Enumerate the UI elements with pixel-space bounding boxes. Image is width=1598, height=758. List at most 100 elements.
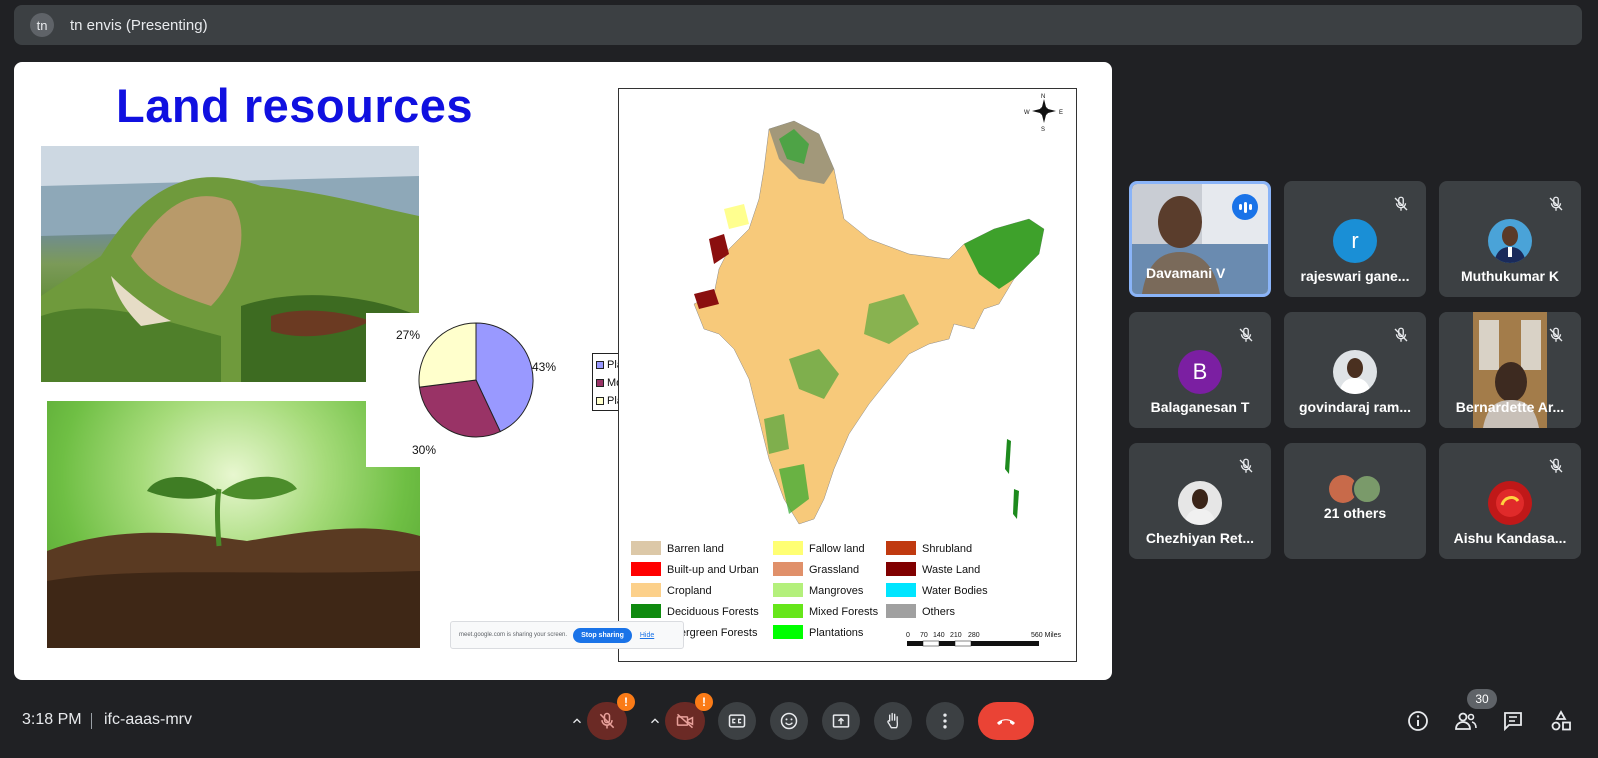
map-legend-swatch bbox=[631, 583, 661, 597]
chat-button[interactable] bbox=[1500, 708, 1526, 734]
hide-notice-link[interactable]: Hide bbox=[639, 631, 655, 639]
participant-name: Muthukumar K bbox=[1461, 268, 1559, 284]
participant-name: govindaraj ram... bbox=[1298, 399, 1412, 415]
participant-name: Davamani V bbox=[1146, 265, 1226, 281]
more-vert-icon bbox=[943, 713, 947, 729]
activities-icon bbox=[1551, 710, 1571, 731]
legend-swatch bbox=[596, 361, 604, 369]
map-legend-label: Mangroves bbox=[809, 585, 864, 597]
pie-slice-plain bbox=[475, 322, 534, 433]
map-legend-label: Deciduous Forests bbox=[667, 606, 759, 618]
map-legend-label: Others bbox=[922, 606, 956, 618]
participant-name: Aishu Kandasa... bbox=[1453, 530, 1567, 546]
microphone-button[interactable]: ! bbox=[587, 693, 635, 740]
meeting-details-button[interactable] bbox=[1405, 708, 1431, 734]
mic-off-icon bbox=[1239, 327, 1253, 342]
participant-tile-bernardette[interactable]: Bernardette Ar... bbox=[1439, 312, 1581, 428]
mic-off-icon bbox=[1549, 196, 1563, 211]
map-legend-swatch bbox=[631, 562, 661, 576]
camera-button[interactable]: ! bbox=[665, 693, 713, 740]
participant-video bbox=[1132, 184, 1268, 294]
map-legend-swatch bbox=[773, 604, 803, 618]
map-legend-swatch bbox=[773, 562, 803, 576]
chevron-up-icon[interactable] bbox=[648, 714, 662, 728]
captions-icon bbox=[728, 714, 746, 728]
map-legend-swatch bbox=[886, 562, 916, 576]
legend-swatch bbox=[596, 397, 604, 405]
pie-label-plain: 43% bbox=[532, 360, 556, 374]
mic-off-icon bbox=[1549, 327, 1563, 342]
scale-tick: 140 bbox=[933, 632, 945, 639]
captions-button[interactable] bbox=[718, 702, 756, 740]
participant-tile-balaganesan[interactable]: B Balaganesan T bbox=[1129, 312, 1271, 428]
avatar bbox=[1178, 481, 1222, 525]
participant-name: rajeswari gane... bbox=[1300, 268, 1410, 284]
pie-label-plateau: 27% bbox=[396, 328, 420, 342]
pie-slice-plateau bbox=[418, 322, 477, 388]
raise-hand-button[interactable] bbox=[874, 702, 912, 740]
activities-button[interactable] bbox=[1548, 708, 1574, 734]
hand-icon bbox=[887, 712, 899, 729]
compass-s: S bbox=[1041, 127, 1045, 133]
participant-tile-muthukumar[interactable]: Muthukumar K bbox=[1439, 181, 1581, 297]
avatar bbox=[1333, 350, 1377, 394]
map-legend-swatch bbox=[631, 541, 661, 555]
meeting-code: ifc-aaas-mrv bbox=[104, 711, 193, 728]
participant-tile-others[interactable]: 21 others bbox=[1284, 443, 1426, 559]
scale-tick: 560 Miles bbox=[1031, 632, 1061, 639]
avatar: r bbox=[1333, 219, 1377, 263]
divider bbox=[91, 713, 92, 729]
map-legend-swatch bbox=[886, 541, 916, 555]
land-pie-chart: 27% 43% 30% bbox=[396, 322, 556, 457]
avatar bbox=[1488, 219, 1532, 263]
participant-name: Balaganesan T bbox=[1150, 399, 1250, 415]
camera-warning-badge: ! bbox=[695, 693, 713, 711]
mic-off-icon bbox=[1394, 196, 1408, 211]
scale-tick: 280 bbox=[968, 632, 980, 639]
more-options-button[interactable] bbox=[926, 702, 964, 740]
people-icon bbox=[1455, 712, 1477, 730]
stop-sharing-button[interactable]: Stop sharing bbox=[573, 627, 632, 643]
coast-photo bbox=[41, 146, 419, 382]
pie-chart-panel: 27% 43% 30% bbox=[366, 313, 612, 467]
hang-up-icon bbox=[997, 719, 1015, 725]
seedling-photo-art bbox=[47, 476, 420, 648]
chat-icon bbox=[1504, 712, 1522, 732]
info-icon bbox=[1408, 711, 1428, 731]
map-legend-swatch bbox=[886, 583, 916, 597]
compass-icon: N S E W bbox=[1024, 94, 1063, 133]
scale-tick: 70 bbox=[920, 632, 928, 639]
avatar bbox=[1488, 481, 1532, 525]
people-button[interactable] bbox=[1453, 708, 1479, 734]
participant-tile-aishu[interactable]: Aishu Kandasa... bbox=[1439, 443, 1581, 559]
map-legend-label: Grassland bbox=[809, 564, 859, 576]
chevron-up-icon[interactable] bbox=[570, 714, 584, 728]
legend-swatch bbox=[596, 379, 604, 387]
compass-e: E bbox=[1059, 110, 1063, 116]
others-avatars bbox=[1329, 474, 1382, 504]
camera-off-icon bbox=[676, 713, 694, 729]
map-legend-label: Plantations bbox=[809, 627, 864, 639]
coast-photo-art bbox=[41, 146, 419, 382]
reactions-button[interactable] bbox=[770, 702, 808, 740]
map-legend-label: Mixed Forests bbox=[809, 606, 879, 618]
map-legend-swatch bbox=[773, 583, 803, 597]
others-count: 21 others bbox=[1323, 505, 1387, 521]
scale-tick: 0 bbox=[906, 632, 910, 639]
mic-off-icon bbox=[1239, 458, 1253, 473]
presenter-bar: tn tn envis (Presenting) bbox=[14, 5, 1582, 45]
mic-off-icon bbox=[1394, 327, 1408, 342]
participant-tile-chezhiyan[interactable]: Chezhiyan Ret... bbox=[1129, 443, 1271, 559]
participant-tile-rajeswari[interactable]: r rajeswari gane... bbox=[1284, 181, 1426, 297]
participant-name: Bernardette Ar... bbox=[1455, 399, 1565, 415]
present-button[interactable] bbox=[822, 702, 860, 740]
participant-count-badge: 30 bbox=[1467, 689, 1497, 709]
participant-tile-govindaraj[interactable]: govindaraj ram... bbox=[1284, 312, 1426, 428]
map-legend-swatch bbox=[773, 541, 803, 555]
scale-tick: 210 bbox=[950, 632, 962, 639]
leave-call-button[interactable] bbox=[978, 702, 1034, 740]
india-map-art: N S E W Barren land Built-up and Urban Cro… bbox=[631, 94, 1063, 647]
pie-label-mountains: 30% bbox=[412, 443, 436, 457]
participant-tile-davamani[interactable]: Davamani V bbox=[1129, 181, 1271, 297]
pie-slice-mountains bbox=[418, 379, 501, 438]
